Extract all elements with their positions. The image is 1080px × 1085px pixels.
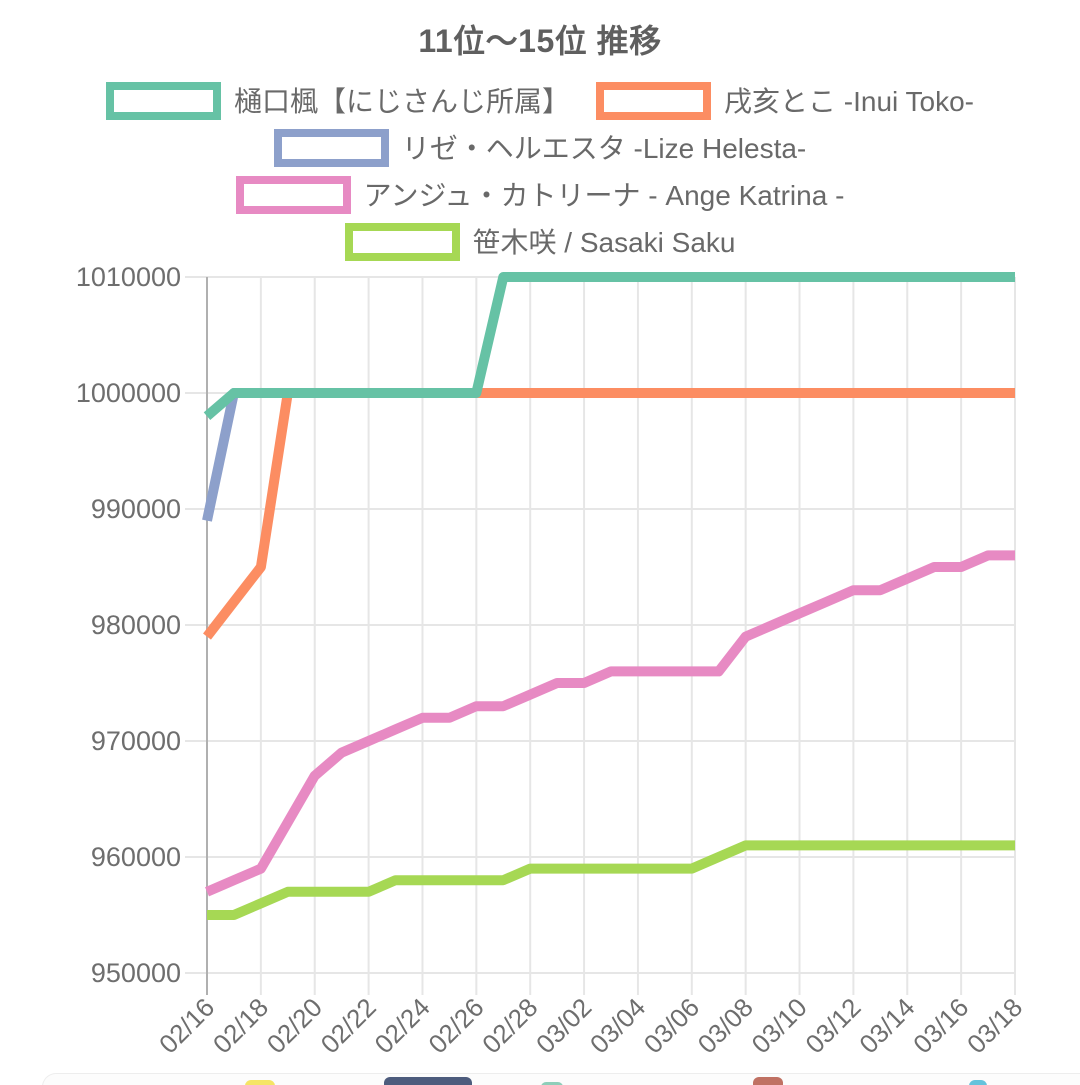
cutoff-card-below: [42, 1073, 1080, 1085]
thumbnail-fragment: [969, 1080, 987, 1085]
thumbnail-fragment: [384, 1077, 472, 1085]
legend-item-inui-toko[interactable]: 戌亥とこ -Inui Toko-: [596, 82, 974, 120]
x-tick-label: 03/14: [853, 992, 920, 1059]
legend-label: 戌亥とこ -Inui Toko-: [724, 85, 974, 117]
x-tick-label: 03/18: [961, 992, 1028, 1059]
legend-item-sasaki-saku[interactable]: 笹木咲 / Sasaki Saku: [344, 223, 736, 261]
x-tick-label: 03/04: [584, 992, 651, 1059]
legend-swatch-green: [344, 223, 460, 261]
legend-label: アンジュ・カトリーナ - Ange Katrina -: [363, 179, 845, 211]
y-tick-label: 970000: [91, 726, 181, 756]
series-line-1: [203, 388, 1015, 640]
x-tick-label: 02/24: [368, 992, 435, 1059]
y-tick-label: 1000000: [76, 378, 181, 408]
y-tick-label: 990000: [91, 494, 181, 524]
legend-label: 樋口楓【にじさんじ所属】: [233, 85, 570, 117]
legend-swatch-blue: [273, 129, 389, 167]
y-tick-label: 960000: [91, 842, 181, 872]
chart-legend: 樋口楓【にじさんじ所属】 戌亥とこ -Inui Toko- リゼ・ヘルエスタ -…: [0, 82, 1080, 261]
legend-swatch-teal: [105, 82, 221, 120]
x-tick-label: 03/06: [638, 992, 705, 1059]
y-tick-label: 950000: [91, 958, 181, 988]
y-tick-label: 980000: [91, 610, 181, 640]
legend-swatch-pink: [235, 176, 351, 214]
legend-swatch-orange: [596, 82, 711, 120]
legend-label: 笹木咲 / Sasaki Saku: [472, 226, 736, 258]
x-tick-label: 02/16: [153, 992, 220, 1059]
series-line-0: [203, 272, 1015, 420]
legend-row-2: リゼ・ヘルエスタ -Lize Helesta-: [273, 129, 807, 167]
series-line-3: [205, 550, 1015, 897]
x-tick-label: 02/22: [315, 992, 382, 1059]
x-tick-label: 03/10: [746, 992, 813, 1059]
thumbnail-fragment: [541, 1082, 563, 1085]
legend-item-ange-katrina[interactable]: アンジュ・カトリーナ - Ange Katrina -: [235, 176, 845, 214]
legend-row-4: 笹木咲 / Sasaki Saku: [344, 223, 736, 261]
x-tick-label: 03/12: [799, 992, 866, 1059]
x-tick-label: 02/26: [422, 992, 489, 1059]
x-tick-label: 02/18: [207, 992, 274, 1059]
legend-row-1: 樋口楓【にじさんじ所属】 戌亥とこ -Inui Toko-: [105, 82, 974, 120]
thumbnail-fragment: [753, 1077, 783, 1085]
x-tick-label: 02/28: [476, 992, 543, 1059]
legend-item-higuchi-kaede[interactable]: 樋口楓【にじさんじ所属】: [105, 82, 570, 120]
legend-label: リゼ・ヘルエスタ -Lize Helesta-: [401, 132, 807, 164]
legend-row-3: アンジュ・カトリーナ - Ange Katrina -: [235, 176, 845, 214]
series-line-4: [207, 840, 1015, 920]
x-tick-label: 03/02: [530, 992, 597, 1059]
legend-item-lize-helesta[interactable]: リゼ・ヘルエスタ -Lize Helesta-: [273, 129, 807, 167]
y-tick-label: 1010000: [76, 262, 181, 292]
series-line-2: [202, 388, 1015, 522]
x-tick-label: 03/08: [692, 992, 759, 1059]
x-tick-label: 03/16: [907, 992, 974, 1059]
x-tick-label: 02/20: [261, 992, 328, 1059]
thumbnail-fragment: [245, 1080, 275, 1085]
chart-title: 11位〜15位 推移: [418, 23, 662, 59]
